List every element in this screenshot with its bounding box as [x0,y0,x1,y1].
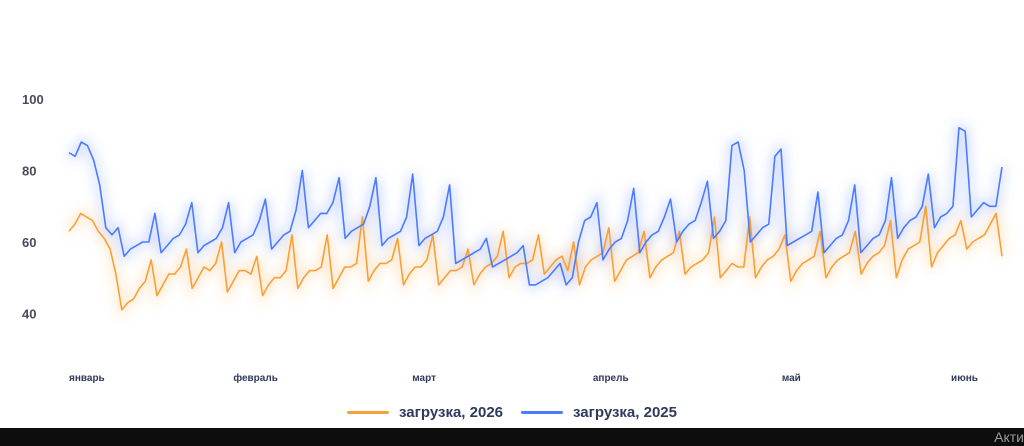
y-tick-label-60: 60 [22,235,36,250]
legend: загрузка, 2026 загрузка, 2025 [0,400,1024,424]
y-tick-label-100: 100 [22,92,44,107]
series-line-2026[interactable] [68,205,1003,311]
legend-item-2025[interactable]: загрузка, 2025 [521,404,677,421]
y-tick-label-40: 40 [22,306,36,321]
legend-label-2025: загрузка, 2025 [573,403,677,421]
series-layer [68,126,1003,311]
y-tick-label-80: 80 [22,164,36,179]
series-glow-2026 [66,202,1006,319]
line-chart: 40 60 80 100 январь февраль март апрель май июнь [22,92,1006,384]
legend-label-2026: загрузка, 2026 [399,403,503,421]
activation-watermark: Акти [994,429,1024,445]
legend-item-2026[interactable]: загрузка, 2026 [347,404,503,421]
bottom-bar: Акти [0,428,1024,446]
x-tick-label-4: апрель [593,373,629,384]
series-glow-layer [66,121,1006,319]
x-tick-label-2: февраль [233,372,278,384]
series-line-2025[interactable] [68,126,1003,286]
legend-swatch-2025 [521,410,563,414]
legend-swatch-2026 [347,410,390,414]
x-tick-label-6: июнь [951,373,978,384]
x-tick-label-5: май [782,373,801,384]
x-axis-ticks: январь февраль март апрель май июнь [69,372,978,384]
x-tick-label-3: март [412,373,436,384]
y-axis-ticks: 40 60 80 100 [22,92,44,321]
x-tick-label-1: январь [69,373,105,384]
